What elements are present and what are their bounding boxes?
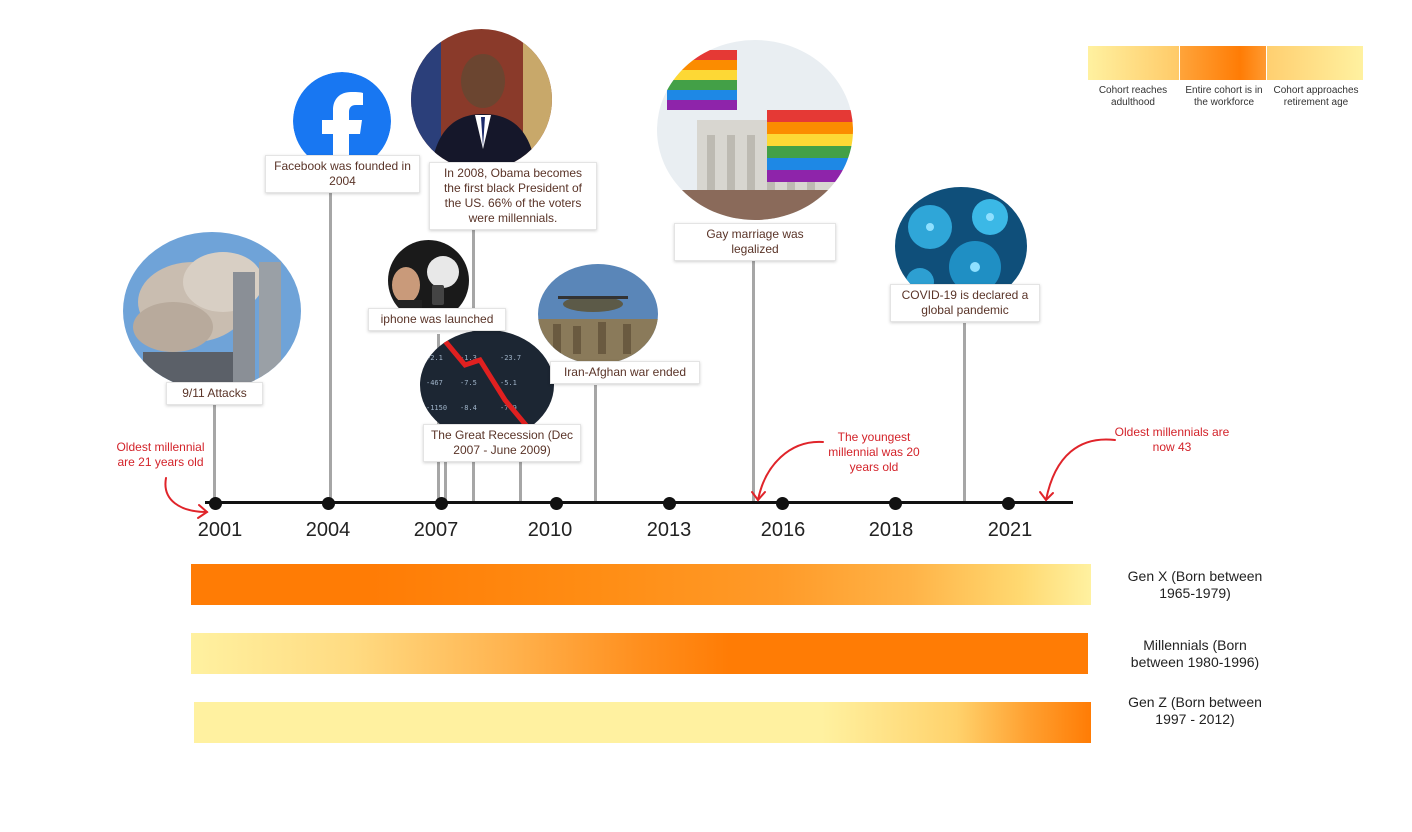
- year-label-2004: 2004: [305, 519, 351, 541]
- year-label-2018: 2018: [868, 519, 914, 541]
- stem-covid: [963, 323, 966, 502]
- label-genz: Gen Z (Born between 1997 - 2012): [1128, 694, 1262, 727]
- attacks-photo: [123, 232, 301, 390]
- band-genz: [194, 702, 1091, 743]
- timeline-dot-2016: [776, 497, 789, 510]
- year-label-2010: 2010: [527, 519, 573, 541]
- band-millennials: [191, 633, 1088, 674]
- timeline-dot-2010: [550, 497, 563, 510]
- stem-recession-start: [444, 455, 447, 502]
- event-covid-callout: COVID-19 is declared a global pandemic: [890, 284, 1040, 322]
- stem-afghan: [594, 385, 597, 502]
- event-attacks-callout: 9/11 Attacks: [166, 382, 263, 405]
- stem-recession-end: [519, 455, 522, 502]
- afghan-photo: [538, 264, 658, 364]
- event-iphone-callout: iphone was launched: [368, 308, 506, 331]
- timeline-dot-2007: [435, 497, 448, 510]
- event-facebook-callout: Facebook was founded in 2004: [265, 155, 420, 193]
- recession-photo: +2.1 -1.3 -23.7 -467 -7.5 -5.1 -1150 -8.4 -7.9: [420, 330, 554, 440]
- svg-text:-23.7: -23.7: [500, 354, 521, 362]
- year-label-2001: 2001: [197, 519, 243, 541]
- label-millennials: Millennials (Born between 1980-1996): [1130, 637, 1260, 670]
- year-label-2016: 2016: [760, 519, 806, 541]
- svg-text:-1150: -1150: [426, 404, 447, 412]
- svg-text:-1.3: -1.3: [460, 354, 477, 362]
- note-youngest-20: The youngest millennial was 20 years old: [828, 430, 920, 474]
- svg-text:-5.1: -5.1: [500, 379, 517, 387]
- stem-marriage: [752, 248, 755, 502]
- svg-text:-7.5: -7.5: [460, 379, 477, 387]
- svg-text:+2.1: +2.1: [426, 354, 443, 362]
- event-marriage-callout: Gay marriage was legalized: [674, 223, 836, 261]
- timeline-dot-2018: [889, 497, 902, 510]
- timeline-axis: [205, 501, 1073, 504]
- year-label-2007: 2007: [413, 519, 459, 541]
- timeline-dot-2004: [322, 497, 335, 510]
- event-afghan-callout: Iran-Afghan war ended: [550, 361, 700, 384]
- event-obama-callout: In 2008, Obama becomes the first black P…: [429, 162, 597, 230]
- svg-text:-467: -467: [426, 379, 443, 387]
- legend-swatch-retirement: [1267, 46, 1363, 80]
- year-label-2013: 2013: [646, 519, 692, 541]
- legend-label-adulthood: Cohort reaches adulthood: [1098, 85, 1168, 108]
- legend-label-workforce: Entire cohort is in the workforce: [1185, 85, 1263, 108]
- note-oldest-21: Oldest millennial are 21 years old: [116, 440, 205, 469]
- label-genx: Gen X (Born between 1965-1979): [1127, 568, 1263, 601]
- year-label-2021: 2021: [987, 519, 1033, 541]
- legend-label-retirement: Cohort approaches retirement age: [1273, 85, 1359, 108]
- event-recession-callout: The Great Recession (Dec 2007 - June 200…: [423, 424, 581, 462]
- timeline-dot-2013: [663, 497, 676, 510]
- note-oldest-43: Oldest millennials are now 43: [1114, 425, 1230, 454]
- band-genx: [191, 564, 1091, 605]
- marriage-photo: [657, 40, 853, 220]
- legend-swatch-workforce: [1180, 46, 1266, 80]
- timeline-dot-2001: [209, 497, 222, 510]
- svg-text:-8.4: -8.4: [460, 404, 477, 412]
- timeline-dot-2021: [1002, 497, 1015, 510]
- stem-attacks: [213, 400, 216, 502]
- legend-swatch-adulthood: [1088, 46, 1179, 80]
- facebook-logo: [293, 72, 391, 170]
- stem-facebook: [329, 186, 332, 502]
